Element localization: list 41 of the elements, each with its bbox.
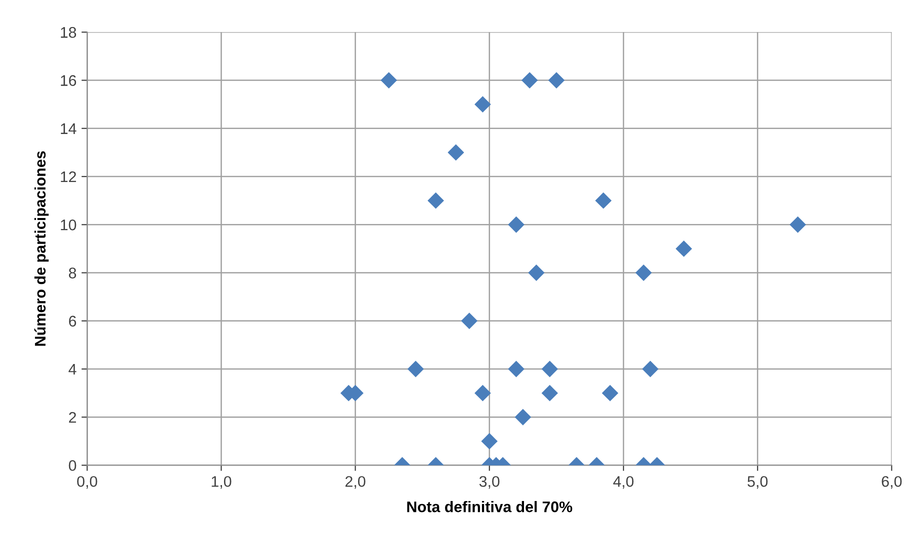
point [548,72,565,88]
x-tick-label: 3,0 [479,476,500,489]
point [676,240,692,257]
x-tick-label: 2,0 [345,476,366,489]
y-tick-label: 2 [69,412,76,423]
y-tick-label: 18 [60,27,76,38]
y-tick-label: 12 [60,171,76,182]
point [380,72,398,88]
x-tick-label: 4,0 [613,476,634,489]
x-axis-title: Nota definitiva del 70% [407,501,572,512]
y-tick-label: 16 [60,75,76,86]
point [542,384,558,402]
point [474,96,491,113]
y-tick-label: 4 [68,364,76,375]
x-tick-label: 5,0 [748,476,768,489]
point [790,216,806,233]
y-tick-label: 6 [69,316,76,327]
point [474,384,491,402]
point [595,192,612,209]
point [407,360,424,378]
point [448,144,464,161]
point [508,360,524,378]
x-tick-label: 1,0 [212,476,232,489]
point [521,72,538,88]
x-tick-label: 0,0 [77,476,98,489]
x-tick-label: 6,0 [882,476,902,489]
point [481,432,498,450]
point [542,360,558,378]
point [461,312,478,330]
point [642,360,659,378]
point [528,264,545,281]
y-tick-label: 8 [68,268,76,278]
y-tick-label: 10 [60,220,76,230]
point [514,408,532,426]
y-tick-label: 14 [60,123,76,134]
y-axis-title: Número de participaciones [34,151,49,346]
y-tick-label: 0 [68,460,76,471]
point [428,192,444,209]
point [635,264,652,281]
point [602,384,618,402]
point [508,216,524,233]
